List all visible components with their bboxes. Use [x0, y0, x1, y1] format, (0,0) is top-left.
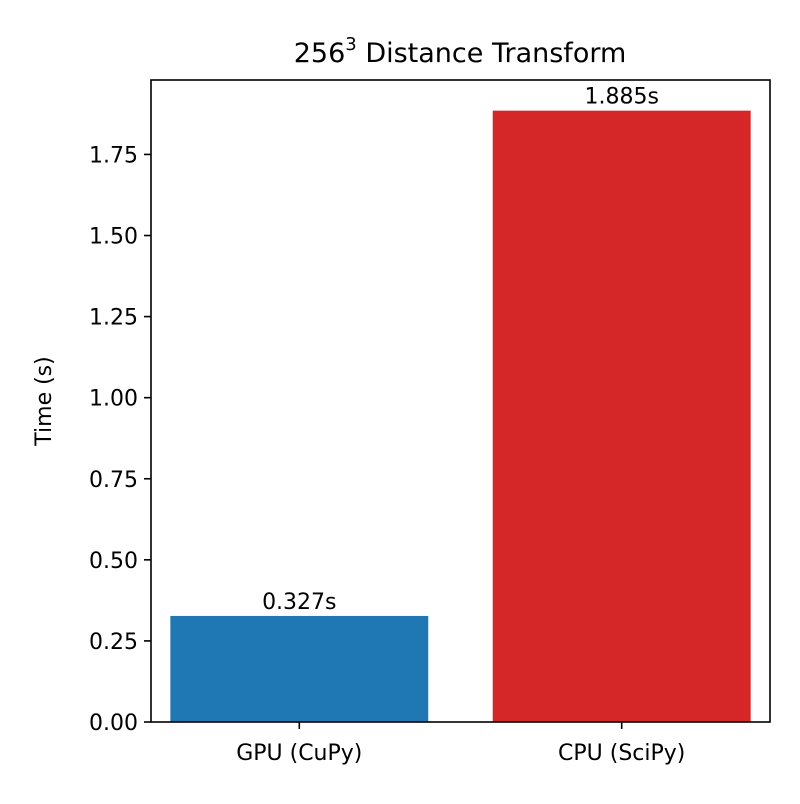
y-tick-label-4: 1.00 — [89, 387, 138, 412]
y-tick-label-0: 0.00 — [89, 711, 138, 736]
chart-title: 2563 Distance Transform — [294, 34, 627, 69]
y-tick-label-5: 1.25 — [89, 306, 138, 331]
y-axis-ticks: 0.00 0.25 0.50 0.75 1.00 1.25 1.50 1.75 — [89, 143, 151, 736]
y-tick-label-3: 0.75 — [89, 468, 138, 493]
y-tick-label-2: 0.50 — [89, 549, 138, 574]
y-axis-label: Time (s) — [32, 356, 57, 446]
chart-title-rest: Distance Transform — [357, 38, 627, 69]
value-labels: 0.327s 1.885s — [262, 85, 659, 615]
x-axis-ticks: GPU (CuPy) CPU (SciPy) — [236, 722, 685, 766]
bars — [170, 110, 751, 722]
chart-title-base: 256 — [294, 38, 346, 69]
x-tick-label-0: GPU (CuPy) — [236, 741, 362, 766]
bar-1 — [492, 110, 751, 722]
y-tick-label-6: 1.50 — [89, 225, 138, 250]
chart-title-superscript: 3 — [345, 34, 356, 55]
y-tick-label-7: 1.75 — [89, 143, 138, 168]
value-label-0: 0.327s — [262, 590, 336, 615]
value-label-1: 1.885s — [584, 85, 658, 110]
x-tick-label-1: CPU (SciPy) — [558, 741, 685, 766]
y-tick-label-1: 0.25 — [89, 630, 138, 655]
plot-frame — [150, 79, 771, 723]
bar-0 — [170, 615, 429, 722]
